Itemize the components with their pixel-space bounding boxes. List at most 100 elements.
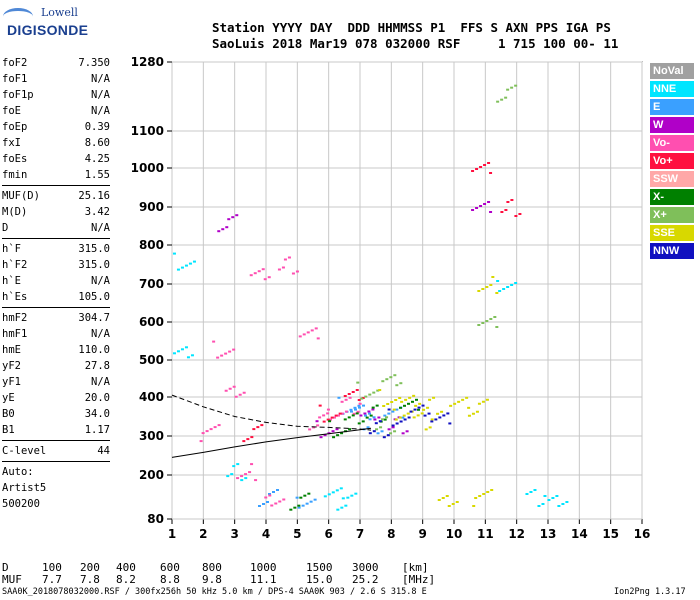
echo-point	[489, 172, 493, 174]
echo-point	[415, 398, 418, 401]
param-value: 8.60	[84, 137, 110, 149]
param-row: hmF1 N/A	[2, 326, 110, 342]
legend-item-sse: SSE	[650, 225, 694, 241]
echo-point	[264, 496, 268, 499]
echo-point	[262, 503, 265, 505]
echo-point	[412, 394, 416, 397]
legend-item-x-: X-	[650, 189, 694, 205]
echo-point	[543, 495, 547, 497]
echo-point	[374, 422, 378, 425]
echo-point	[387, 408, 391, 411]
param-value: 1.17	[84, 424, 110, 436]
echo-point	[504, 209, 508, 211]
echo-point	[514, 215, 518, 217]
echo-point	[336, 414, 340, 417]
echo-point	[453, 402, 457, 405]
echo-point	[340, 412, 344, 415]
y-tick-label: 1100	[131, 124, 164, 138]
echo-point	[354, 492, 358, 495]
param-row: fmin 1.55	[2, 167, 110, 183]
echo-point	[438, 416, 442, 419]
param-row: yF1 N/A	[2, 374, 110, 390]
trace-curve-dashed	[171, 394, 372, 431]
echo-point	[401, 432, 405, 435]
echo-point	[414, 404, 418, 407]
echo-point	[483, 203, 487, 205]
echo-point	[479, 205, 483, 207]
echo-point	[500, 211, 504, 213]
echo-point	[225, 226, 229, 229]
echo-point	[407, 402, 410, 405]
echo-point	[240, 475, 244, 478]
logo-line-digisonde: DIGISONDE	[7, 22, 89, 38]
echo-point	[423, 414, 427, 417]
echo-point	[489, 284, 493, 286]
param-row: h`Es 105.0	[2, 289, 110, 305]
x-tick-label: 3	[230, 527, 238, 541]
echo-point	[379, 426, 383, 429]
muf-value: 7.8	[80, 573, 100, 586]
echo-point	[449, 404, 453, 407]
echo-point	[249, 274, 253, 277]
echo-point	[201, 432, 205, 435]
legend-item-w: W	[650, 117, 694, 133]
echo-point	[403, 418, 407, 421]
echo-point	[350, 410, 353, 413]
param-name: foF2	[2, 57, 28, 69]
echo-point	[267, 276, 271, 279]
param-value: 1.55	[84, 169, 110, 181]
echo-point	[495, 326, 499, 328]
echo-point	[274, 502, 278, 505]
y-tick-label: 200	[139, 468, 164, 482]
echo-point	[518, 213, 522, 215]
echo-point	[357, 399, 361, 401]
echo-point	[525, 493, 529, 495]
x-tick-label: 13	[540, 527, 557, 541]
echo-point	[418, 402, 422, 405]
echo-point	[172, 252, 176, 255]
echo-point	[261, 268, 265, 271]
echo-point	[353, 406, 357, 409]
x-tick-label: 2	[199, 527, 207, 541]
echo-point	[402, 414, 406, 417]
x-tick-label: 16	[634, 527, 651, 541]
param-value: 315.0	[78, 243, 110, 255]
plot-frame	[171, 61, 643, 520]
param-name: hmE	[2, 344, 21, 356]
echo-point	[448, 422, 452, 425]
echo-point	[377, 416, 381, 419]
echo-point	[361, 420, 365, 423]
param-value: 27.8	[84, 360, 110, 372]
echo-point	[227, 218, 231, 221]
echo-point	[481, 322, 485, 324]
param-name: B0	[2, 408, 15, 420]
echo-point	[565, 501, 569, 503]
x-tick-label: 12	[508, 527, 525, 541]
echo-point	[190, 354, 194, 357]
echo-point	[386, 403, 390, 405]
echo-point	[234, 395, 238, 398]
echo-point	[486, 491, 490, 493]
echo-point	[506, 286, 510, 288]
echo-point	[395, 384, 399, 387]
muf-label: MUF	[2, 573, 22, 586]
echo-point	[417, 406, 421, 409]
param-row: h`F 315.0	[2, 241, 110, 257]
echo-point	[287, 256, 291, 259]
x-tick-label: 14	[571, 527, 588, 541]
echo-point	[230, 473, 234, 476]
echo-point	[305, 502, 309, 505]
echo-point	[383, 418, 387, 421]
distance-value: 100	[42, 561, 62, 574]
param-name: MUF(D)	[2, 190, 40, 202]
x-tick-label: 5	[293, 527, 301, 541]
y-tick-label: 900	[139, 200, 164, 214]
echo-point	[368, 418, 372, 421]
echo-point	[496, 100, 500, 103]
echo-point	[477, 324, 481, 326]
echo-point	[293, 506, 297, 509]
echo-point	[186, 356, 190, 359]
param-row: B1 1.17	[2, 422, 110, 438]
echo-point	[368, 432, 372, 435]
